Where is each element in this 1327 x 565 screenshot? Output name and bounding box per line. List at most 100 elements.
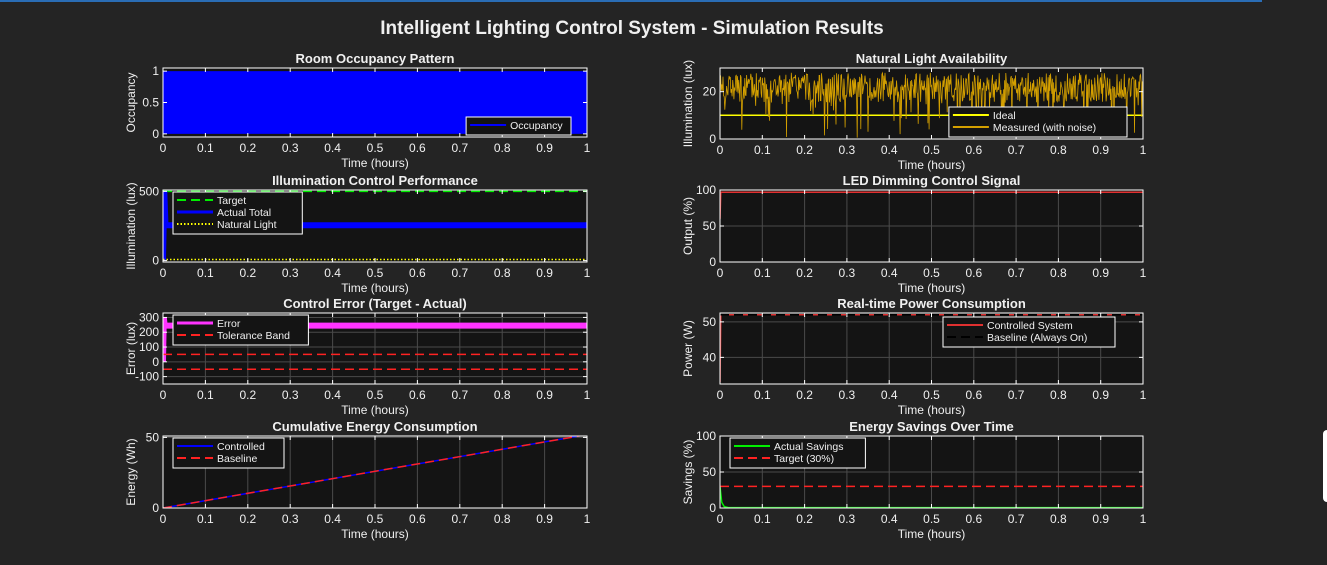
series-1	[163, 191, 587, 261]
x-tick-label: 0.5	[923, 143, 940, 157]
window-top-accent	[0, 0, 1262, 2]
y-axis-label: Output (%)	[681, 197, 695, 255]
x-axis-label: Time (hours)	[341, 156, 409, 170]
legend-box	[172, 437, 285, 469]
y-tick-label: 50	[703, 219, 717, 233]
legend-label: Actual Total	[217, 207, 271, 219]
legend-label: Natural Light	[217, 219, 277, 231]
legend-box	[172, 314, 309, 346]
subplot-title: Cumulative Energy Consumption	[272, 419, 477, 434]
y-tick-label: 50	[703, 315, 717, 329]
x-tick-label: 0.4	[324, 266, 341, 280]
legend-label: Controlled System	[987, 320, 1073, 332]
x-tick-label: 0.1	[197, 266, 214, 280]
x-tick-label: 0.4	[324, 388, 341, 402]
x-tick-label: 0.2	[796, 143, 813, 157]
x-tick-label: 0.7	[1008, 512, 1025, 526]
y-tick-label: 0	[709, 255, 716, 269]
x-tick-label: 0.2	[239, 266, 256, 280]
x-axis-label: Time (hours)	[898, 403, 966, 417]
subplot-title: Real-time Power Consumption	[837, 296, 1026, 311]
x-tick-label: 0.8	[494, 512, 511, 526]
x-tick-label: 0.5	[923, 266, 940, 280]
subplot-control_error: 0 0.1 0.2 0.3 0.4 0.5 0.6 0.7 0.8 0.9 1-1000100200…	[124, 296, 591, 417]
scrollbar-handle[interactable]	[1323, 430, 1327, 502]
x-tick-label: 0.7	[1008, 143, 1025, 157]
x-tick-label: 0.6	[409, 141, 426, 155]
x-tick-label: 0.3	[282, 388, 299, 402]
x-tick-label: 0.7	[1008, 388, 1025, 402]
x-tick-label: 1	[1140, 512, 1147, 526]
legend-label: Measured (with noise)	[993, 122, 1096, 134]
x-tick-label: 0.8	[1050, 512, 1067, 526]
legend-label: Ideal	[993, 110, 1016, 122]
x-tick-label: 0.2	[239, 512, 256, 526]
y-tick-label: 0	[152, 355, 159, 369]
legend-label: Baseline	[217, 453, 257, 465]
subplot-illumination: 0 0.1 0.2 0.3 0.4 0.5 0.6 0.7 0.8 0.9 10500Illumin…	[124, 173, 591, 295]
y-axis-label: Occupancy	[124, 72, 138, 132]
y-tick-label: 1	[152, 64, 159, 78]
x-tick-label: 0.5	[367, 388, 384, 402]
x-tick-label: 1	[1140, 266, 1147, 280]
y-tick-label: 0	[152, 254, 159, 268]
legend-box	[465, 116, 572, 136]
subplot-title: LED Dimming Control Signal	[843, 173, 1021, 188]
legend-box	[948, 106, 1128, 138]
x-axis-label: Time (hours)	[341, 281, 409, 295]
x-tick-label: 0.9	[536, 388, 553, 402]
x-tick-label: 0.9	[536, 512, 553, 526]
x-tick-label: 0.2	[796, 512, 813, 526]
x-tick-label: 0.1	[754, 266, 771, 280]
x-tick-label: 0.5	[367, 141, 384, 155]
x-tick-label: 0	[717, 512, 724, 526]
y-tick-label: 0.5	[142, 96, 159, 110]
x-axis-label: Time (hours)	[898, 158, 966, 172]
x-tick-label: 0.1	[754, 143, 771, 157]
x-tick-label: 0.6	[965, 512, 982, 526]
legend-label: Target (30%)	[774, 453, 834, 465]
x-tick-label: 0	[160, 141, 167, 155]
x-tick-label: 0.7	[451, 388, 468, 402]
x-tick-label: 0.7	[1008, 266, 1025, 280]
x-tick-label: 0.3	[282, 141, 299, 155]
x-tick-label: 0.3	[839, 266, 856, 280]
x-tick-label: 0.9	[1092, 266, 1109, 280]
x-tick-label: 1	[584, 266, 591, 280]
x-tick-label: 0.5	[367, 266, 384, 280]
y-tick-label: 300	[139, 310, 159, 324]
x-tick-label: 0.6	[965, 266, 982, 280]
x-tick-label: 0.7	[451, 266, 468, 280]
x-tick-label: 0.7	[451, 512, 468, 526]
x-tick-label: 0	[160, 512, 167, 526]
y-tick-label: 0	[152, 501, 159, 515]
series-group	[163, 436, 584, 508]
x-tick-label: 0.1	[197, 512, 214, 526]
y-tick-label: -100	[135, 370, 159, 384]
x-tick-label: 0.5	[923, 512, 940, 526]
legend-label: Error	[217, 318, 241, 330]
legend-box	[942, 316, 1116, 348]
x-tick-label: 0.9	[1092, 512, 1109, 526]
x-tick-label: 1	[584, 388, 591, 402]
x-tick-label: 0.8	[494, 266, 511, 280]
x-tick-label: 0.3	[282, 266, 299, 280]
x-tick-label: 1	[584, 512, 591, 526]
x-tick-label: 0.8	[1050, 143, 1067, 157]
x-tick-label: 0.3	[839, 512, 856, 526]
x-axis-label: Time (hours)	[341, 403, 409, 417]
legend-label: Baseline (Always On)	[987, 332, 1087, 344]
x-tick-label: 0	[160, 388, 167, 402]
x-tick-label: 0.6	[409, 266, 426, 280]
x-tick-label: 0.3	[282, 512, 299, 526]
y-axis-label: Power (W)	[681, 320, 695, 377]
y-tick-label: 50	[703, 465, 717, 479]
y-axis-label: Energy (Wh)	[124, 438, 138, 505]
x-tick-label: 0.4	[881, 512, 898, 526]
